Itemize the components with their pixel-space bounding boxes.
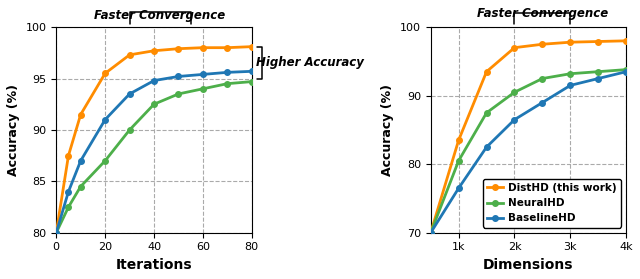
Text: Higher Accuracy: Higher Accuracy	[256, 56, 364, 69]
Y-axis label: Accuracy (%): Accuracy (%)	[381, 84, 394, 176]
Y-axis label: Accuracy (%): Accuracy (%)	[7, 84, 20, 176]
Text: Faster Convergence: Faster Convergence	[477, 7, 608, 20]
Text: Faster Convergence: Faster Convergence	[95, 9, 226, 22]
X-axis label: Iterations: Iterations	[116, 258, 192, 272]
X-axis label: Dimensions: Dimensions	[483, 258, 573, 272]
Legend: DistHD (this work), NeuralHD, BaselineHD: DistHD (this work), NeuralHD, BaselineHD	[483, 179, 621, 228]
